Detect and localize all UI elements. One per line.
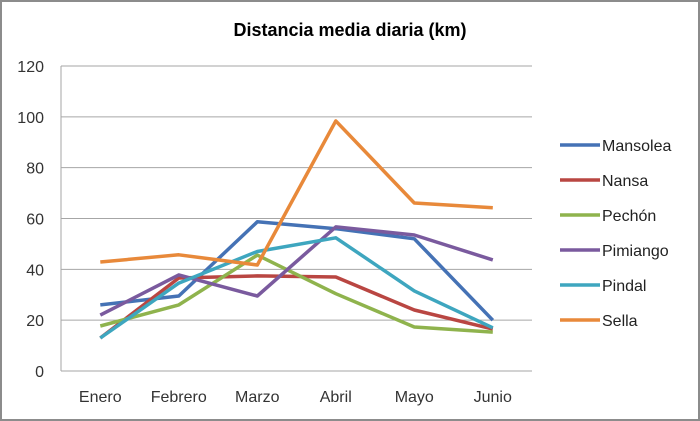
series-line-sella [100,119,493,267]
x-tick-label: Mayo [395,389,434,406]
legend: Mansolea Nansa Pechón Pimiango Pindal Sella [560,138,671,330]
series-line-pechn [99,253,493,334]
legend-item: Nansa [560,173,648,190]
series-line-pindal [99,236,494,340]
chart-title: Distancia media diaria (km) [233,20,466,40]
legend-label: Nansa [602,173,648,190]
legend-item: Pechón [560,208,656,225]
y-tick-label: 20 [26,313,44,330]
legend-label: Pindal [602,278,646,295]
y-tick-label: 80 [26,161,44,178]
series-line-nansa [99,274,494,340]
series-line-pimiango [99,225,494,317]
x-tick-label: Marzo [235,389,280,406]
legend-item: Sella [560,313,638,330]
legend-item: Pindal [560,278,646,295]
x-tick-label: Abril [320,389,352,406]
gridlines [61,65,532,372]
legend-label: Mansolea [602,138,671,155]
y-tick-label: 0 [35,364,44,381]
y-tick-label: 40 [26,262,44,279]
legend-item: Mansolea [560,138,671,155]
legend-label: Sella [602,313,638,330]
legend-label: Pechón [602,208,656,225]
x-tick-label: Enero [79,389,122,406]
x-axis: Enero Febrero Marzo Abril Mayo Junio [79,389,512,406]
x-tick-label: Febrero [151,389,207,406]
legend-label: Pimiango [602,243,669,260]
x-tick-label: Junio [474,389,512,406]
y-tick-label: 60 [26,212,44,229]
series-lines [99,119,495,340]
series-line-mansolea [100,220,495,322]
y-tick-label: 100 [17,110,44,127]
y-axis: 0 20 40 60 80 100 120 [17,59,62,381]
legend-item: Pimiango [560,243,669,260]
y-tick-label: 120 [17,59,44,76]
